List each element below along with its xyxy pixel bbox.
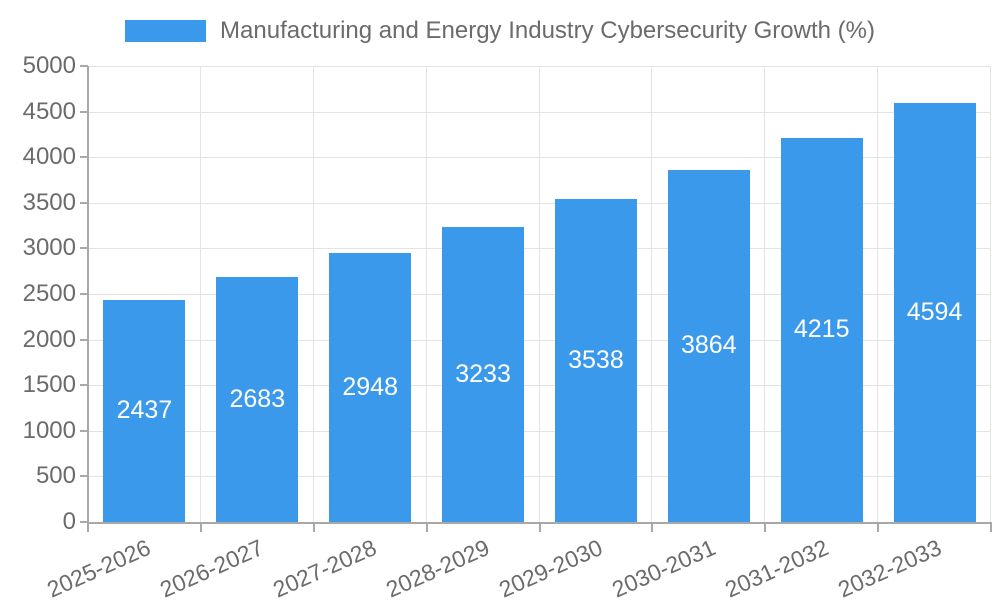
gridline-y-2000 (88, 339, 991, 341)
bar-2030-2031[interactable]: 3864 (667, 169, 750, 522)
x-tick-label-2028-2029: 2028-2029 (382, 534, 494, 600)
gridline-x-3 (425, 66, 427, 522)
x-tick-label-2027-2028: 2027-2028 (269, 534, 381, 600)
gridline-y-1500 (88, 385, 991, 387)
y-tick-3000 (80, 247, 88, 250)
x-tick-8 (990, 524, 992, 532)
x-tick-label-2032-2033: 2032-2033 (833, 534, 945, 600)
gridline-y-4000 (88, 157, 991, 159)
bar-2029-2030[interactable]: 3538 (554, 199, 637, 522)
y-tick-0 (80, 521, 88, 523)
y-tick-label-4000: 4000 (22, 143, 76, 171)
bar-2025-2026[interactable]: 2437 (103, 299, 186, 522)
x-tick-7 (877, 524, 880, 532)
x-axis-line (87, 522, 992, 524)
bar-2028-2029[interactable]: 3233 (442, 227, 525, 522)
x-tick-label-2031-2032: 2031-2032 (720, 534, 832, 600)
y-tick-label-0: 0 (62, 508, 76, 535)
y-tick-1000 (80, 429, 88, 432)
bar-value-label: 2683 (229, 385, 286, 414)
bar-value-label: 4594 (906, 298, 963, 326)
gridline-x-1 (199, 66, 201, 522)
y-tick-3500 (80, 201, 88, 204)
y-tick-label-500: 500 (35, 462, 76, 490)
legend-swatch (125, 20, 207, 42)
x-tick-label-2026-2027: 2026-2027 (156, 534, 268, 600)
y-tick-label-2500: 2500 (22, 280, 76, 307)
gridline-y-3000 (88, 248, 991, 250)
gridline-x-7 (877, 66, 879, 522)
bar-value-label: 3538 (568, 346, 624, 375)
y-tick-label-2000: 2000 (22, 325, 76, 353)
x-tick-0 (87, 524, 89, 532)
y-tick-500 (80, 475, 88, 478)
y-tick-4500 (80, 110, 88, 113)
gridline-x-4 (538, 66, 540, 522)
bar-value-label: 3233 (455, 360, 511, 389)
x-tick-label-2029-2030: 2029-2030 (495, 534, 607, 600)
y-tick-2000 (80, 338, 88, 341)
legend-label: Manufacturing and Energy Industry Cybers… (220, 17, 875, 44)
y-tick-label-4500: 4500 (22, 97, 76, 125)
bar-2032-2033[interactable]: 4594 (893, 103, 976, 522)
y-tick-label-1500: 1500 (22, 371, 76, 399)
gridline-y-5000 (88, 66, 991, 67)
bar-2027-2028[interactable]: 2948 (329, 253, 412, 522)
gridline-x-6 (764, 66, 766, 522)
y-tick-label-1000: 1000 (22, 416, 76, 444)
y-tick-4000 (80, 156, 88, 159)
bar-2031-2032[interactable]: 4215 (780, 137, 863, 522)
x-tick-4 (538, 524, 541, 532)
gridline-x-8 (990, 66, 991, 522)
x-tick-2 (312, 524, 315, 532)
x-tick-3 (425, 524, 428, 532)
x-tick-label-2025-2026: 2025-2026 (43, 534, 155, 600)
gridline-y-1000 (88, 430, 991, 432)
gridline-y-2500 (88, 294, 991, 295)
x-tick-label-2030-2031: 2030-2031 (607, 534, 719, 600)
bar-2026-2027[interactable]: 2683 (216, 277, 299, 522)
y-tick-label-3500: 3500 (22, 188, 76, 216)
y-tick-label-5000: 5000 (22, 52, 76, 79)
plot-area: 2437 2683 2948 3233 3538 3864 4215 4594 (88, 66, 991, 522)
chart-legend[interactable]: Manufacturing and Energy Industry Cybers… (0, 17, 1000, 45)
bar-value-label: 4215 (793, 315, 850, 344)
bar-value-label: 3864 (681, 331, 737, 360)
gridline-x-2 (312, 66, 314, 522)
gridline-y-500 (88, 476, 991, 478)
gridline-y-3500 (88, 202, 991, 204)
y-tick-label-3000: 3000 (22, 234, 76, 262)
bar-value-label: 2948 (342, 373, 398, 402)
y-tick-2500 (80, 293, 88, 295)
y-tick-5000 (80, 65, 88, 67)
gridline-x-5 (651, 66, 653, 522)
x-tick-1 (199, 524, 202, 532)
y-axis-line (87, 66, 89, 522)
y-tick-1500 (80, 384, 88, 387)
bar-value-label: 2437 (116, 396, 173, 425)
gridline-y-4500 (88, 111, 991, 113)
x-tick-5 (651, 524, 654, 532)
x-tick-6 (764, 524, 767, 532)
